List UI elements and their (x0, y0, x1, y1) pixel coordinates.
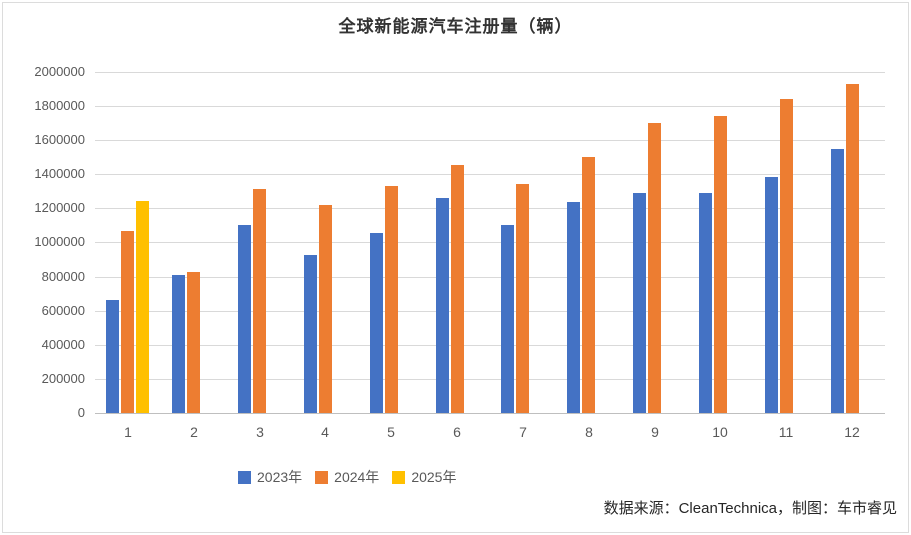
y-axis-tick-label: 200000 (41, 371, 85, 386)
gridline (95, 72, 885, 73)
bar-2023-month-11 (765, 177, 778, 413)
legend-label: 2025年 (411, 469, 457, 485)
bar-2024-month-1 (121, 231, 134, 413)
bar-2023-month-1 (106, 300, 119, 413)
gridline (95, 277, 885, 278)
y-axis-tick-label: 800000 (41, 269, 85, 284)
gridline (95, 174, 885, 175)
bar-2023-month-9 (633, 193, 646, 413)
legend-item-2023: 2023年 (238, 467, 302, 487)
gridline (95, 106, 885, 107)
x-axis-label-month-2: 2 (190, 424, 198, 440)
gridline (95, 345, 885, 346)
gridline (95, 208, 885, 209)
bar-2025-month-1 (136, 201, 149, 413)
bar-2024-month-9 (648, 123, 661, 413)
legend-swatch-icon (392, 470, 406, 484)
legend-item-2025: 2025年 (392, 467, 456, 487)
y-axis-tick-label: 0 (77, 405, 85, 420)
y-axis-tick-label: 400000 (41, 337, 85, 352)
x-axis-label-month-8: 8 (585, 424, 593, 440)
bar-2023-month-2 (172, 275, 185, 413)
bar-2024-month-12 (846, 84, 859, 413)
legend-label: 2024年 (334, 469, 380, 485)
x-axis-label-month-6: 6 (453, 424, 461, 440)
chart-legend: 2023年 2024年 2025年 (238, 467, 456, 487)
y-axis-tick-label: 1800000 (34, 98, 85, 113)
y-axis-tick-label: 1200000 (34, 200, 85, 215)
bar-2024-month-5 (385, 186, 398, 413)
bar-2024-month-4 (319, 205, 332, 413)
bar-2023-month-12 (831, 149, 844, 413)
bar-2023-month-3 (238, 225, 251, 413)
bar-2024-month-11 (780, 99, 793, 413)
legend-item-2024: 2024年 (315, 467, 379, 487)
x-axis-label-month-4: 4 (321, 424, 329, 440)
legend-swatch-icon (315, 470, 329, 484)
x-axis-label-month-7: 7 (519, 424, 527, 440)
y-axis-tick-label: 1000000 (34, 234, 85, 249)
legend-label: 2023年 (257, 469, 303, 485)
bar-2024-month-2 (187, 272, 200, 413)
gridline (95, 379, 885, 380)
source-credit: 数据来源：CleanTechnica，制图：车市睿见 (603, 500, 897, 517)
legend-swatch-icon (238, 470, 251, 484)
y-axis-tick-label: 2000000 (34, 64, 85, 79)
bar-2023-month-10 (699, 193, 712, 413)
bar-2024-month-7 (516, 184, 529, 413)
bar-2024-month-3 (253, 189, 266, 413)
bar-2024-month-6 (451, 165, 464, 413)
chart-title: 全球新能源汽车注册量（辆） (338, 17, 573, 36)
x-axis-label-month-9: 9 (651, 424, 659, 440)
bar-2023-month-8 (567, 202, 580, 413)
x-axis-baseline (95, 413, 885, 414)
bar-2023-month-6 (436, 198, 449, 413)
y-axis-tick-label: 600000 (41, 303, 85, 318)
y-axis-tick-label: 1400000 (34, 166, 85, 181)
bar-2024-month-10 (714, 116, 727, 413)
x-axis-label-month-12: 12 (844, 424, 860, 440)
bar-2023-month-4 (304, 255, 317, 413)
x-axis-label-month-11: 11 (778, 424, 794, 440)
gridline (95, 140, 885, 141)
bar-2023-month-5 (370, 233, 383, 413)
gridline (95, 242, 885, 243)
y-axis-tick-label: 1600000 (34, 132, 85, 147)
x-axis-label-month-5: 5 (387, 424, 395, 440)
gridline (95, 311, 885, 312)
x-axis-label-month-10: 10 (712, 424, 728, 440)
bar-2023-month-7 (501, 225, 514, 413)
x-axis-label-month-1: 1 (124, 424, 132, 440)
bar-2024-month-8 (582, 157, 595, 413)
x-axis-label-month-3: 3 (256, 424, 264, 440)
